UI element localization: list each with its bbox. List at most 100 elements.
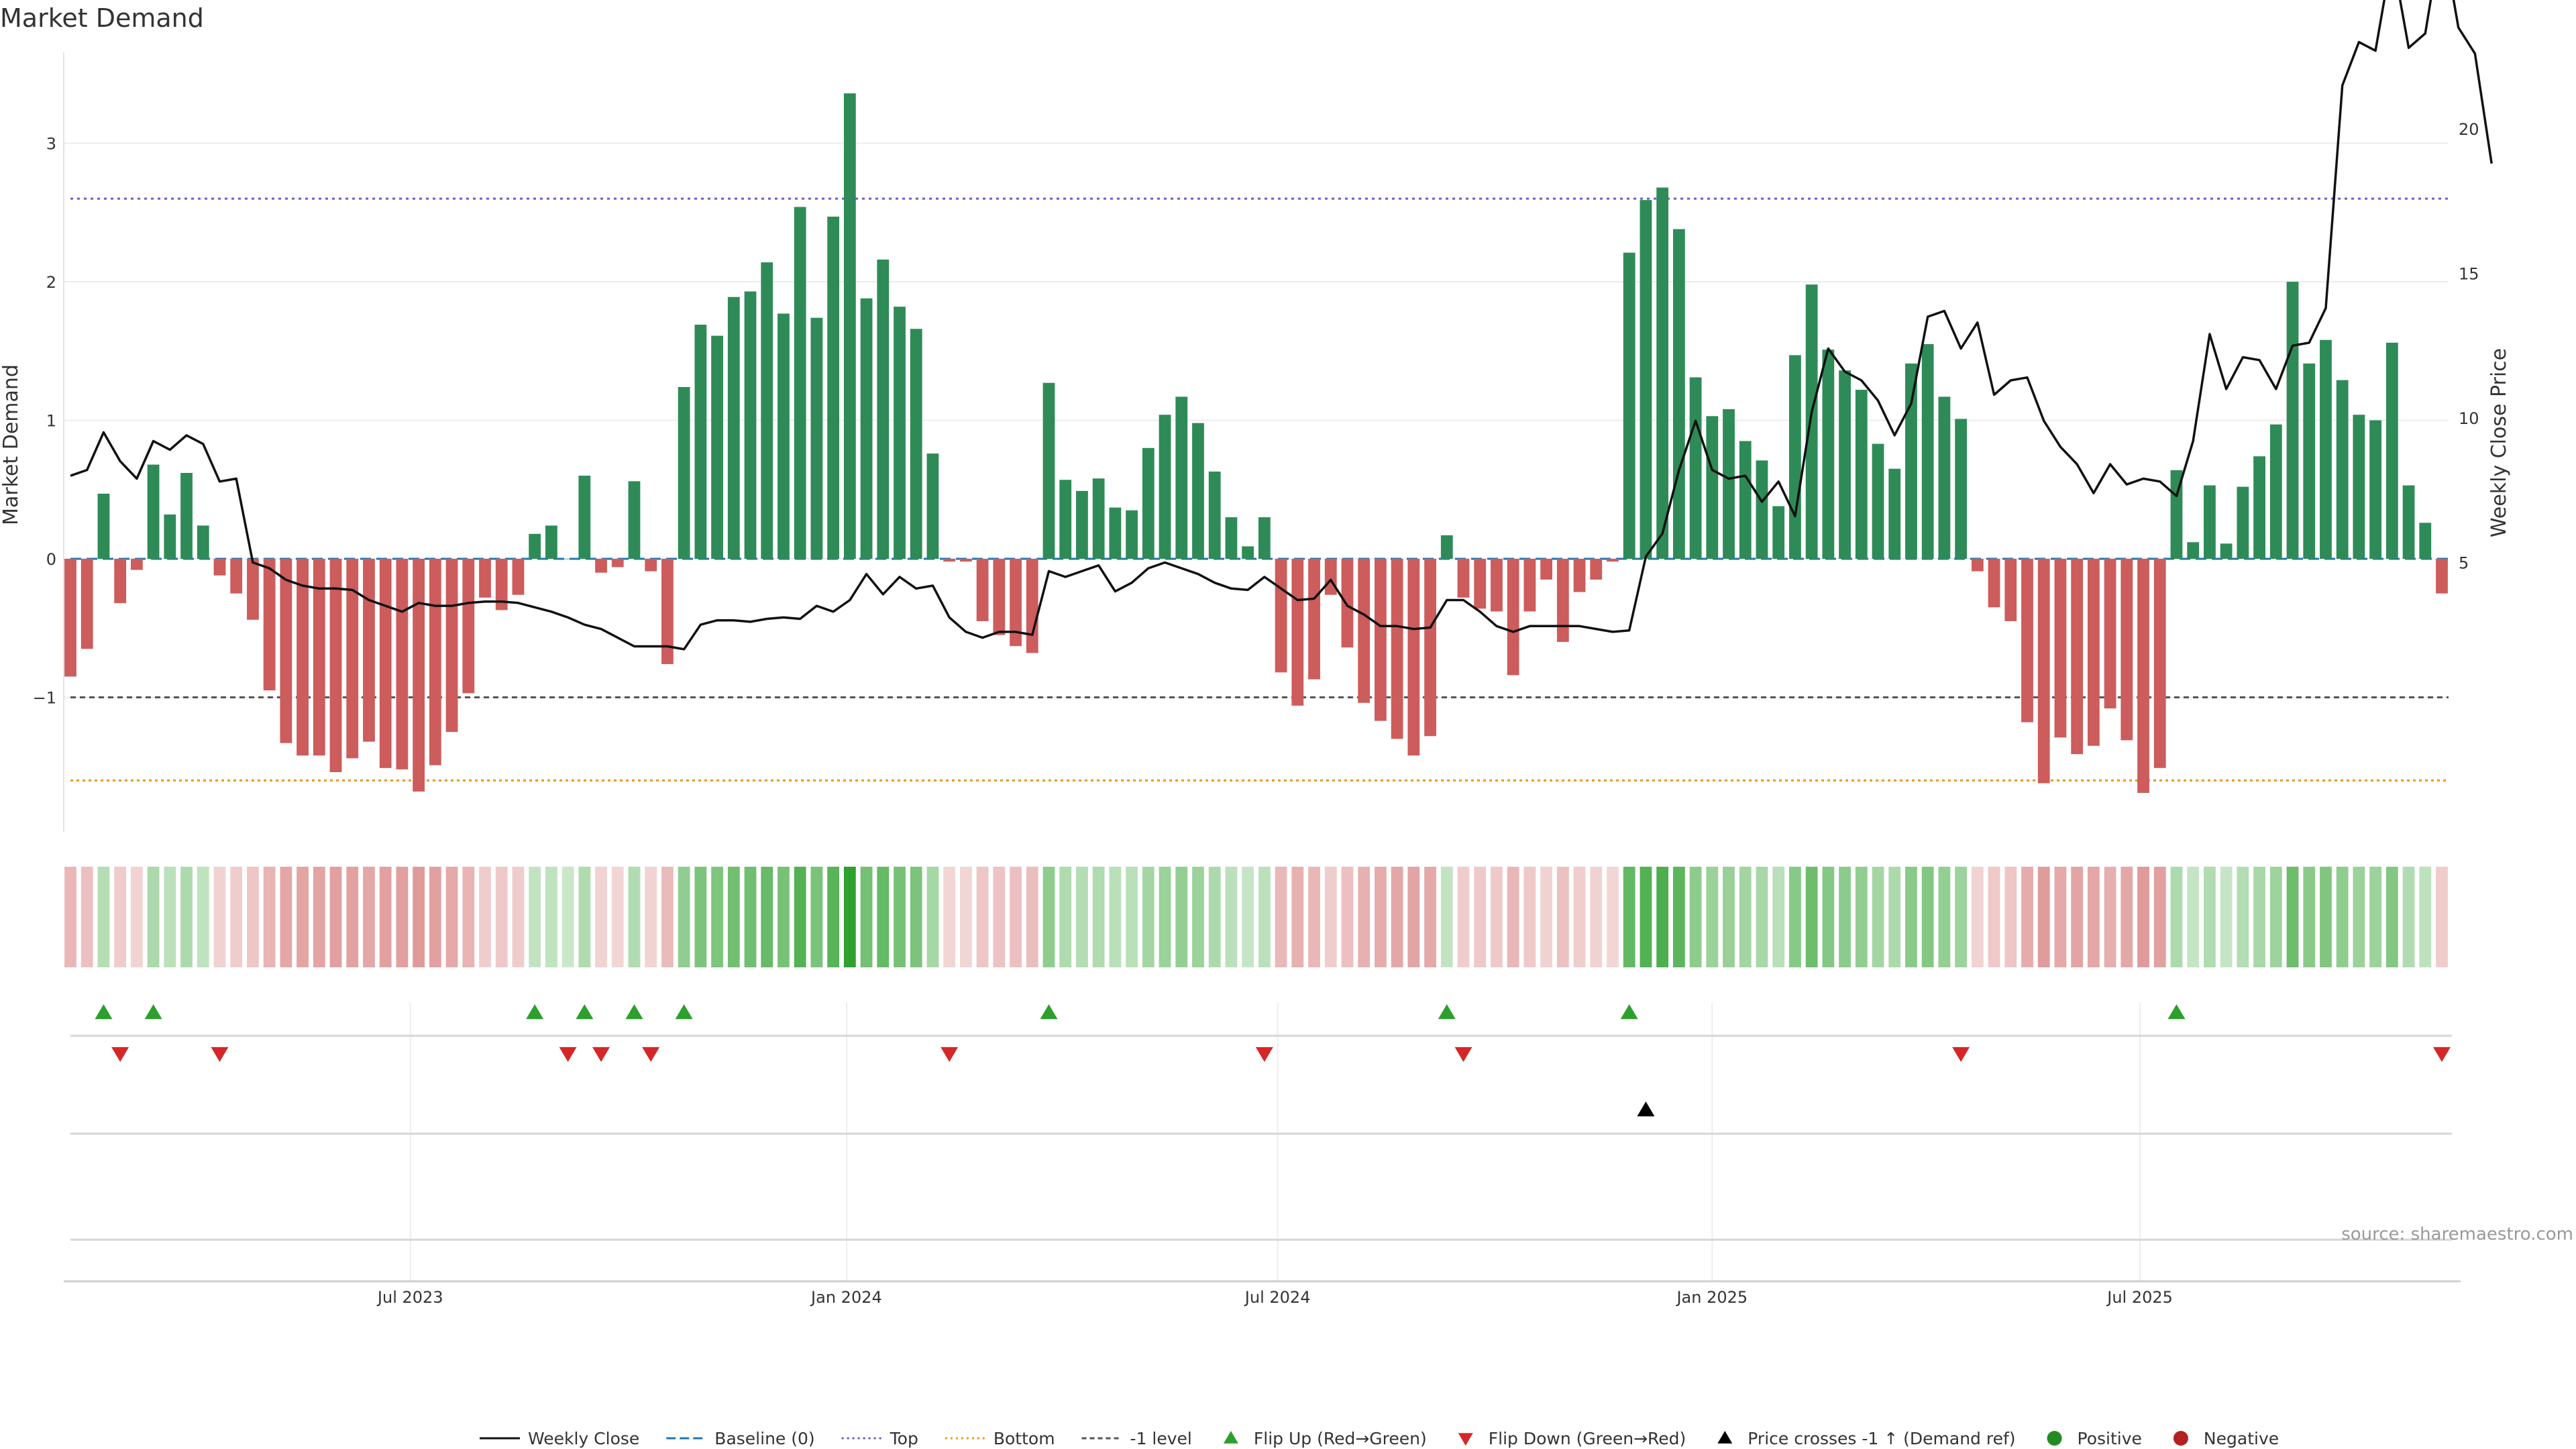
strip-cell-negative [1026,867,1038,967]
strip-cell-positive [2237,867,2249,967]
strip-cell-negative [1010,867,1022,967]
strip-cell-negative [1375,867,1387,967]
legend-icon-circle-red [2173,1431,2188,1446]
strip-cell-negative [2436,867,2448,967]
bar-positive [1672,229,1685,559]
bar-positive [2220,543,2233,559]
bar-negative [1474,559,1487,609]
strip-cell-positive [2369,867,2382,967]
bar-positive [2204,485,2216,559]
bar-positive [2336,380,2349,559]
strip-cell-positive [2353,867,2365,967]
strip-cell-negative [1573,867,1586,967]
bar-positive [744,291,757,559]
bar-negative [2087,559,2100,746]
strip-cell-negative [2121,867,2133,967]
strip-cell-positive [1955,867,1968,967]
x-tick-label: Jul 2023 [376,1288,443,1307]
bar-negative [993,559,1006,635]
strip-cell-negative [993,867,1006,967]
bar-negative [1590,559,1603,580]
bar-positive [2385,342,2398,559]
strip-cell-negative [1988,867,2000,967]
strip-cell-positive [1855,867,1868,967]
legend-label: Negative [2204,1429,2279,1448]
strip-cell-positive [860,867,873,967]
strip-cell-positive [1142,867,1155,967]
bar-negative [2153,559,2166,768]
bar-negative [297,559,309,756]
strip-cell-positive [777,867,790,967]
bar-positive [1855,390,1868,559]
bar-positive [1126,510,1138,559]
strip-cell-positive [727,867,740,967]
bar-positive [1706,416,1719,559]
strip-cell-positive [926,867,939,967]
bar-positive [1042,382,1055,559]
strip-cell-negative [1424,867,1436,967]
strip-cell-negative [1590,867,1603,967]
flip-up-marker [95,1004,113,1020]
bar-positive [1059,480,1072,559]
bar-positive [1938,396,1951,559]
strip-cell-negative [64,867,76,967]
bar-negative [1275,559,1287,673]
strip-cell-positive [1839,867,1851,967]
bar-negative [1971,559,1984,572]
strip-cell-positive [1192,867,1204,967]
flip-up-marker [2167,1004,2186,1020]
strip-cell-negative [2071,867,2084,967]
bar-negative [2004,559,2017,621]
strip-cell-positive [2419,867,2432,967]
legend-label: Baseline (0) [714,1429,814,1448]
strip-cell-positive [1175,867,1188,967]
strip-cell-negative [1523,867,1536,967]
strip-cell-positive [561,867,574,967]
bar-negative [495,559,508,610]
bar-negative [2071,559,2084,755]
strip-cell-positive [877,867,890,967]
strip-cell-positive [529,867,541,967]
bar-positive [2419,523,2432,559]
bar-negative [462,559,475,694]
flip-up-marker [675,1004,693,1020]
strip-cell-negative [611,867,624,967]
bar-positive [860,298,873,559]
strip-cell-negative [661,867,674,967]
bar-positive [1839,370,1851,559]
strip-cell-positive [1059,867,1072,967]
legend-icon-triangle-up-black [1717,1431,1733,1444]
strip-cell-positive [794,867,806,967]
flip-down-marker [941,1046,959,1062]
bar-positive [827,216,840,559]
bar-negative [661,559,674,664]
strip-cell-positive [1208,867,1221,967]
flip-down-marker [2433,1046,2451,1062]
strip-cell-negative [1474,867,1487,967]
strip-cell-negative [462,867,475,967]
chart-title: Market Demand [0,3,204,33]
strip-cell-positive [1789,867,1801,967]
flip-up-marker [1620,1004,1638,1020]
bar-negative [1607,559,1619,562]
strip-cell-negative [2104,867,2116,967]
strip-cell-positive [1440,867,1453,967]
bar-positive [1772,506,1785,559]
legend-label: Flip Up (Red→Green) [1254,1429,1427,1448]
strip-cell-negative [1358,867,1371,967]
legend-label: Top [890,1429,918,1448]
strip-cell-positive [744,867,757,967]
strip-cell-negative [80,867,93,967]
strip-cell-negative [959,867,972,967]
bar-negative [130,559,143,570]
bar-positive [711,335,723,559]
bar-positive [147,464,160,559]
bar-negative [611,559,624,568]
bar-positive [1888,468,1901,559]
strip-cell-positive [628,867,641,967]
strip-cell-positive [1739,867,1752,967]
bar-negative [263,559,276,691]
strip-cell-negative [413,867,425,967]
legend-icon-circle-green [2047,1431,2062,1446]
